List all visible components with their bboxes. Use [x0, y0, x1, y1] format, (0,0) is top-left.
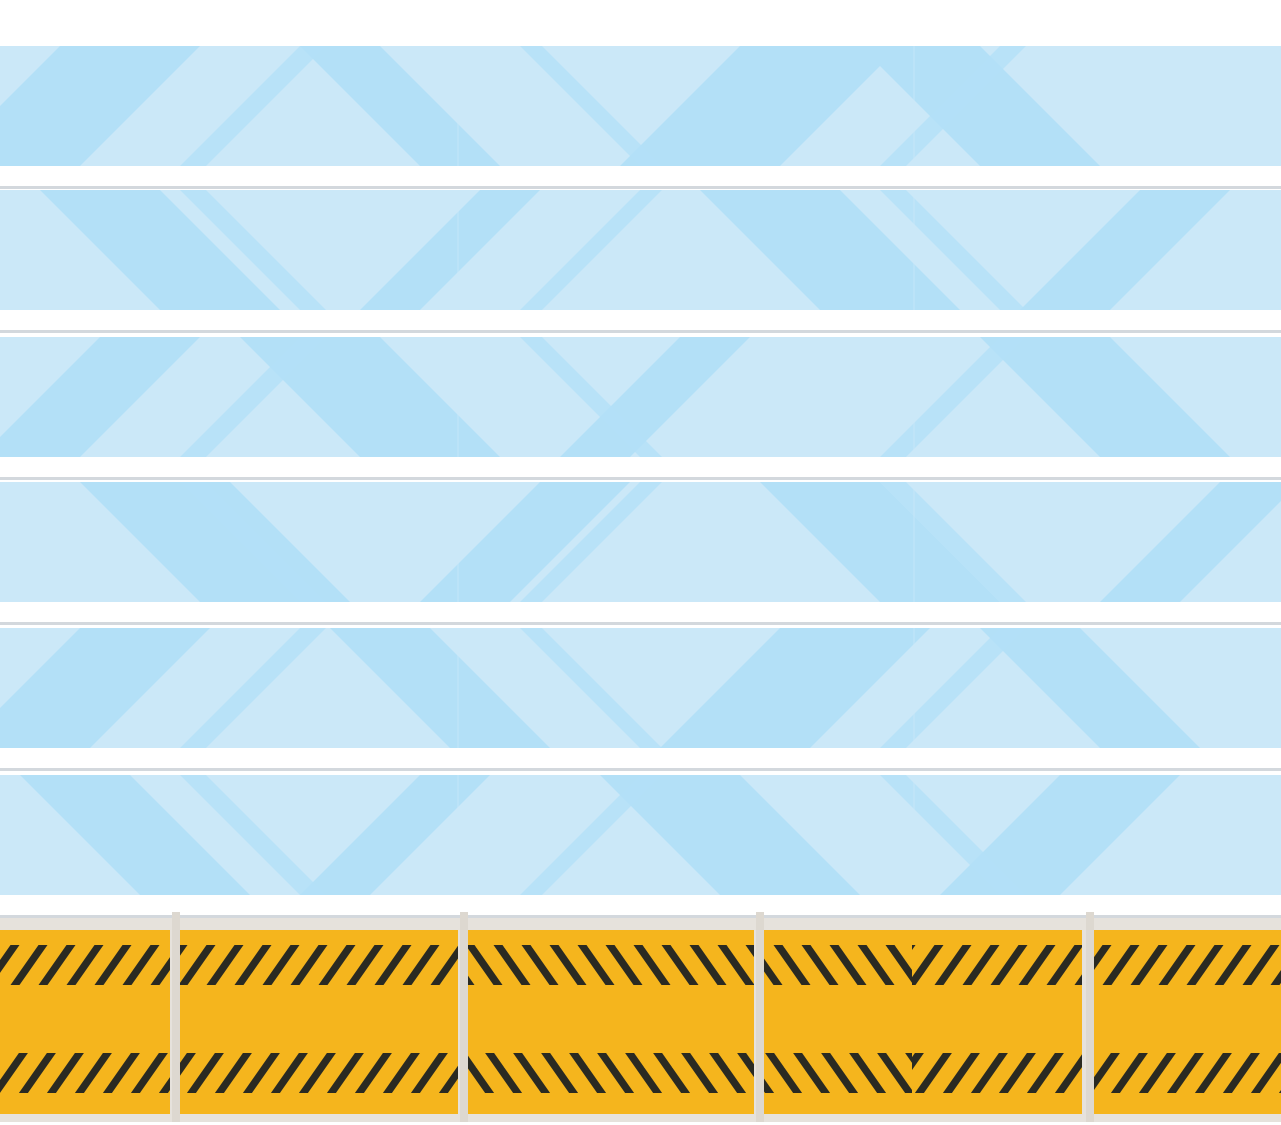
mullion — [913, 628, 915, 748]
mullion — [457, 628, 459, 748]
barrier-post — [756, 912, 764, 1122]
hazard-stripes-bottom — [762, 1053, 912, 1093]
glass-streak — [880, 46, 1026, 166]
glass-reflection — [760, 482, 1000, 602]
glass-reflection — [240, 337, 500, 457]
mullion — [457, 46, 459, 166]
mullion — [913, 46, 915, 166]
mullion — [913, 337, 915, 457]
glass-streak — [180, 337, 326, 457]
glass-reflection — [360, 190, 540, 310]
glass-reflection — [20, 775, 250, 895]
mullion — [913, 190, 915, 310]
panel-seam — [0, 768, 1281, 771]
glass-streak — [180, 190, 326, 310]
hazard-stripes-top — [180, 945, 458, 985]
glass-reflection — [560, 337, 750, 457]
glass-reflection — [40, 190, 280, 310]
glass-reflection — [420, 482, 630, 602]
glass-reflection — [300, 46, 500, 166]
glass-panel-6 — [0, 775, 1281, 895]
hazard-stripes-bottom — [466, 1053, 754, 1093]
glass-streak — [520, 337, 662, 457]
hazard-segment-3 — [466, 930, 754, 1114]
mullion — [457, 190, 459, 310]
glass-reflection — [330, 628, 550, 748]
glass-panel-5 — [0, 628, 1281, 748]
mullion — [457, 482, 459, 602]
glass-streak — [520, 46, 662, 166]
panel-seam — [0, 915, 1281, 918]
panel-seam — [0, 186, 1281, 189]
barrier-post — [460, 912, 468, 1122]
glass-reflection — [940, 775, 1180, 895]
hazard-stripes-top — [0, 945, 170, 985]
hazard-stripes-bottom — [1092, 1053, 1281, 1093]
glass-panel-4 — [0, 482, 1281, 602]
glass-reflection — [860, 46, 1100, 166]
hazard-stripes-bottom — [912, 1053, 1082, 1093]
glass-reflection — [0, 337, 200, 457]
panel-seam — [0, 622, 1281, 625]
panel-seam — [0, 477, 1281, 480]
hazard-segment-4 — [762, 930, 912, 1114]
glass-streak — [180, 628, 326, 748]
glass-window-band — [0, 46, 1281, 918]
glass-streak — [880, 337, 1026, 457]
glass-streak — [880, 628, 1026, 748]
hazard-stripes-top — [762, 945, 912, 985]
glass-streak — [180, 46, 326, 166]
hazard-barrier — [0, 912, 1281, 1122]
hazard-segment-2 — [180, 930, 458, 1114]
barrier-post — [172, 912, 180, 1122]
glass-reflection — [300, 775, 490, 895]
glass-reflection — [980, 628, 1200, 748]
glass-streak — [180, 775, 326, 895]
mullion — [457, 775, 459, 895]
glass-reflection — [700, 190, 960, 310]
hazard-stripes-bottom — [0, 1053, 170, 1093]
glass-streak — [880, 482, 1026, 602]
glass-panel-3 — [0, 337, 1281, 457]
glass-reflection — [980, 337, 1230, 457]
glass-streak — [880, 190, 1026, 310]
glass-streak — [520, 190, 662, 310]
glass-reflection — [600, 775, 860, 895]
hazard-segment-5 — [912, 930, 1082, 1114]
glass-panel-2 — [0, 190, 1281, 310]
glass-streak — [520, 482, 662, 602]
mullion — [913, 482, 915, 602]
hazard-stripes-top — [1092, 945, 1281, 985]
hazard-segment-6 — [1092, 930, 1281, 1114]
glass-reflection — [0, 628, 210, 748]
glass-streak — [520, 775, 662, 895]
glass-streak — [520, 628, 662, 748]
panel-seam — [0, 330, 1281, 333]
hazard-segment-1 — [0, 930, 170, 1114]
glass-streak — [180, 482, 326, 602]
hazard-stripes-bottom — [180, 1053, 458, 1093]
glass-reflection — [660, 628, 930, 748]
mullion — [457, 337, 459, 457]
glass-panel-1 — [0, 46, 1281, 166]
glass-reflection — [620, 46, 900, 166]
glass-reflection — [0, 46, 200, 166]
glass-reflection — [1100, 482, 1281, 602]
glass-streak — [880, 775, 1026, 895]
mullion — [913, 775, 915, 895]
hazard-stripes-top — [912, 945, 1082, 985]
hazard-stripes-top — [466, 945, 754, 985]
barrier-post — [1086, 912, 1094, 1122]
glass-reflection — [1020, 190, 1230, 310]
